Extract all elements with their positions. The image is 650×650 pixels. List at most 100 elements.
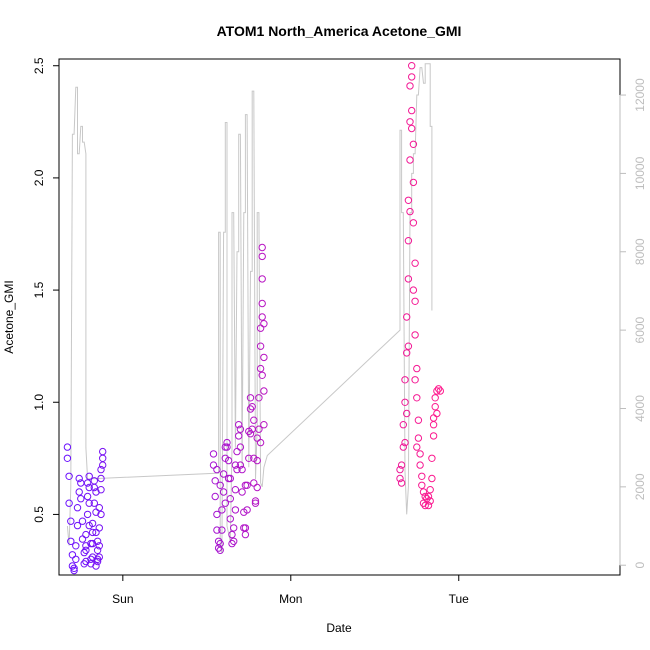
- data-point: [255, 394, 263, 402]
- data-point: [258, 275, 266, 283]
- data-point: [88, 519, 97, 528]
- y2-tick-label: 2000: [633, 473, 647, 500]
- data-point: [93, 557, 102, 566]
- y-axis-label: Acetone_GMI: [2, 280, 16, 353]
- data-point: [88, 528, 97, 537]
- data-point: [414, 434, 423, 442]
- data-point: [433, 387, 441, 395]
- data-point: [406, 156, 414, 164]
- data-point: [83, 479, 92, 487]
- y2-tick-label: 10000: [633, 156, 647, 190]
- data-point: [99, 461, 107, 469]
- data-point: [260, 353, 268, 362]
- data-point: [72, 555, 80, 563]
- data-point: [90, 477, 99, 485]
- data-point: [85, 483, 93, 492]
- data-point: [258, 313, 266, 321]
- data-point: [68, 562, 77, 570]
- data-point: [82, 530, 90, 539]
- data-point: [409, 286, 418, 294]
- data-point: [411, 259, 419, 267]
- data-point: [97, 486, 105, 494]
- data-point: [213, 510, 221, 519]
- data-point: [70, 564, 78, 572]
- data-point: [97, 465, 105, 474]
- data-point: [258, 371, 266, 379]
- data-point: [424, 492, 433, 501]
- data-point: [416, 461, 424, 469]
- data-point: [260, 421, 268, 429]
- data-point: [228, 530, 236, 539]
- data-point: [216, 481, 224, 489]
- data-point: [80, 548, 88, 557]
- data-point: [209, 450, 218, 458]
- data-point: [213, 526, 221, 534]
- data-point: [416, 450, 424, 458]
- data-point: [235, 421, 243, 429]
- data-point: [408, 124, 416, 133]
- data-point: [401, 398, 409, 406]
- data-point: [411, 376, 419, 384]
- data-point: [253, 456, 261, 465]
- data-point: [214, 544, 223, 552]
- data-point: [404, 196, 413, 205]
- data-point: [231, 486, 240, 494]
- data-point: [92, 562, 100, 570]
- data-point: [404, 237, 413, 245]
- data-point: [219, 488, 228, 496]
- data-point: [411, 331, 419, 339]
- data-point: [82, 546, 90, 554]
- data-point: [73, 521, 82, 530]
- data-point: [260, 320, 268, 328]
- y-axis-left: 0.5 1.0 1.5 2.0 2.5: [32, 57, 60, 523]
- data-point: [241, 481, 250, 489]
- data-point: [63, 454, 72, 462]
- y-tick-label: 1.0: [32, 394, 46, 411]
- data-point: [82, 542, 90, 550]
- data-point: [428, 454, 436, 462]
- data-point: [414, 416, 423, 424]
- data-point: [93, 537, 102, 545]
- data-point: [85, 472, 93, 480]
- data-point: [251, 499, 260, 507]
- data-point: [243, 506, 251, 514]
- x-axis: Sun Mon Tue: [112, 574, 469, 606]
- secondary-series-layer: [66, 63, 433, 554]
- data-point: [401, 438, 409, 447]
- data-point: [226, 474, 235, 483]
- data-point: [236, 443, 245, 451]
- data-point: [93, 546, 102, 554]
- data-point: [85, 499, 93, 507]
- data-point: [77, 495, 85, 503]
- data-point: [230, 524, 238, 532]
- data-point: [218, 526, 226, 534]
- data-point: [75, 488, 83, 496]
- data-point: [216, 539, 224, 548]
- data-point: [411, 297, 419, 305]
- data-point: [78, 517, 87, 525]
- y-tick-label: 2.5: [32, 57, 46, 74]
- data-point: [403, 409, 411, 418]
- data-point: [428, 474, 436, 483]
- data-point: [226, 515, 235, 523]
- data-point: [236, 461, 245, 469]
- data-point: [403, 313, 411, 321]
- data-point: [63, 443, 72, 451]
- data-point: [413, 364, 421, 373]
- data-point: [75, 474, 83, 483]
- data-point: [224, 456, 233, 465]
- data-point: [418, 472, 426, 480]
- y2-tick-label: 8000: [633, 238, 647, 265]
- data-point: [246, 405, 255, 413]
- data-point: [397, 479, 406, 487]
- data-point: [211, 492, 219, 501]
- data-point: [250, 416, 258, 424]
- data-point: [253, 434, 261, 442]
- data-point: [238, 465, 246, 474]
- data-point: [95, 553, 104, 561]
- data-point: [258, 243, 266, 252]
- y2-tick-label: 0: [633, 562, 647, 569]
- data-point: [396, 465, 404, 474]
- y-tick-label: 2.0: [32, 169, 46, 186]
